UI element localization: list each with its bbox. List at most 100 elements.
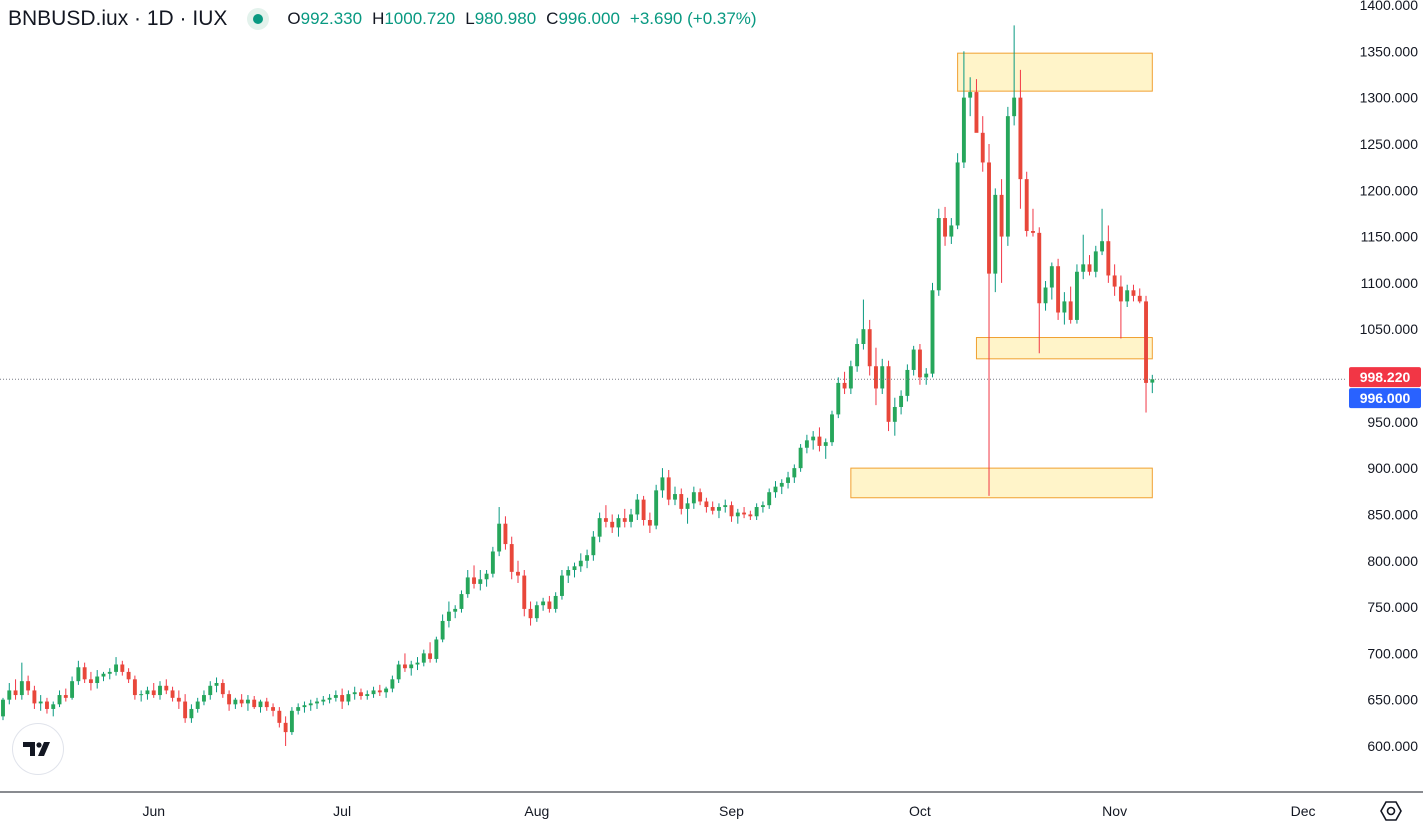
candle-body: [264, 701, 269, 708]
settings-icon[interactable]: [1380, 800, 1402, 822]
candle-body: [88, 679, 93, 684]
candle: [478, 570, 483, 591]
candle: [396, 660, 401, 684]
candle-body: [484, 573, 489, 580]
candle-body: [352, 692, 357, 695]
price-tick-label: 1300.000: [1360, 90, 1419, 106]
candle-body: [220, 683, 225, 695]
candle-body: [195, 701, 200, 709]
highlight-zones: [850, 52, 1153, 499]
candle: [220, 679, 225, 698]
candle-body: [70, 681, 75, 698]
candle: [874, 347, 878, 406]
candle-body: [384, 688, 389, 693]
candle-body: [867, 329, 872, 367]
candle: [1118, 275, 1123, 339]
close-label: C: [546, 9, 559, 28]
candle: [321, 695, 326, 706]
candle-body: [760, 505, 765, 508]
candle-body: [1093, 251, 1098, 272]
time-axis[interactable]: Jun Jul Aug Sep Oct Nov Dec: [142, 803, 1315, 819]
candle-body: [120, 664, 125, 672]
candle: [924, 368, 929, 385]
candle: [823, 438, 828, 459]
candle: [691, 486, 696, 509]
candle: [390, 675, 395, 693]
candle: [892, 397, 897, 436]
candle-body: [968, 92, 973, 98]
candle-body: [1049, 266, 1054, 288]
candle: [836, 377, 841, 419]
candle: [446, 601, 451, 628]
candle-body: [1, 699, 5, 717]
candle: [120, 660, 125, 676]
candle: [428, 642, 433, 663]
candle-body: [214, 683, 219, 686]
candle: [1100, 208, 1105, 256]
price-tick-label: 650.000: [1367, 692, 1418, 708]
tradingview-logo-glyph: [23, 742, 50, 756]
candle-body: [811, 436, 816, 441]
candle: [867, 319, 872, 376]
price-tags: 998.220 996.000: [1349, 367, 1421, 409]
candle: [503, 516, 508, 550]
candle-body: [315, 701, 319, 704]
candle: [541, 597, 546, 611]
candle: [811, 431, 816, 450]
candle-body: [440, 620, 445, 640]
candle-body: [446, 611, 451, 621]
candle-body: [258, 701, 263, 708]
candle: [497, 507, 502, 557]
zone-2[interactable]: [975, 337, 1153, 360]
candle-body: [365, 694, 370, 696]
candle: [553, 592, 558, 613]
candle-body: [289, 710, 294, 733]
zone-3[interactable]: [850, 467, 1153, 499]
open-value: 992.330: [300, 9, 363, 28]
candle-body: [886, 366, 891, 422]
candle-body: [1144, 301, 1148, 383]
candle: [95, 670, 100, 689]
candle: [673, 486, 677, 506]
candle-body: [717, 507, 721, 511]
candle: [1087, 255, 1092, 276]
candle-body: [1112, 275, 1117, 287]
candle: [993, 188, 998, 293]
candle-body: [45, 701, 49, 709]
time-tick-label: Jun: [142, 803, 165, 819]
candle: [132, 675, 137, 700]
symbol-title[interactable]: BNBUSD.iux · 1D · IUX: [8, 7, 228, 30]
candle-body: [949, 225, 954, 237]
open-label: O: [287, 9, 301, 28]
candle: [968, 77, 973, 117]
zone-1[interactable]: [957, 52, 1153, 92]
candle: [296, 703, 301, 715]
candle: [384, 686, 389, 698]
candle-body: [610, 521, 615, 528]
candle-body: [302, 705, 307, 708]
candle-body: [13, 690, 18, 696]
market-status-icon[interactable]: [247, 8, 270, 30]
candle: [51, 701, 56, 717]
candle: [930, 282, 935, 378]
candle-body: [490, 551, 495, 574]
candle-body: [905, 369, 910, 396]
candle-body: [735, 512, 740, 517]
candle-body: [578, 560, 583, 567]
candle-body: [892, 406, 897, 422]
candle-body: [82, 667, 87, 680]
candle: [880, 358, 885, 395]
candle: [258, 699, 263, 713]
candle-body: [603, 518, 608, 522]
candle-body: [164, 685, 169, 691]
tradingview-logo-icon[interactable]: [13, 724, 63, 774]
candle-body: [1106, 241, 1111, 276]
candle: [245, 695, 250, 711]
candle: [359, 688, 363, 700]
candle: [509, 536, 514, 580]
candle: [88, 671, 93, 691]
candle-body: [503, 523, 508, 545]
candle: [792, 464, 797, 483]
candle: [1137, 288, 1142, 304]
